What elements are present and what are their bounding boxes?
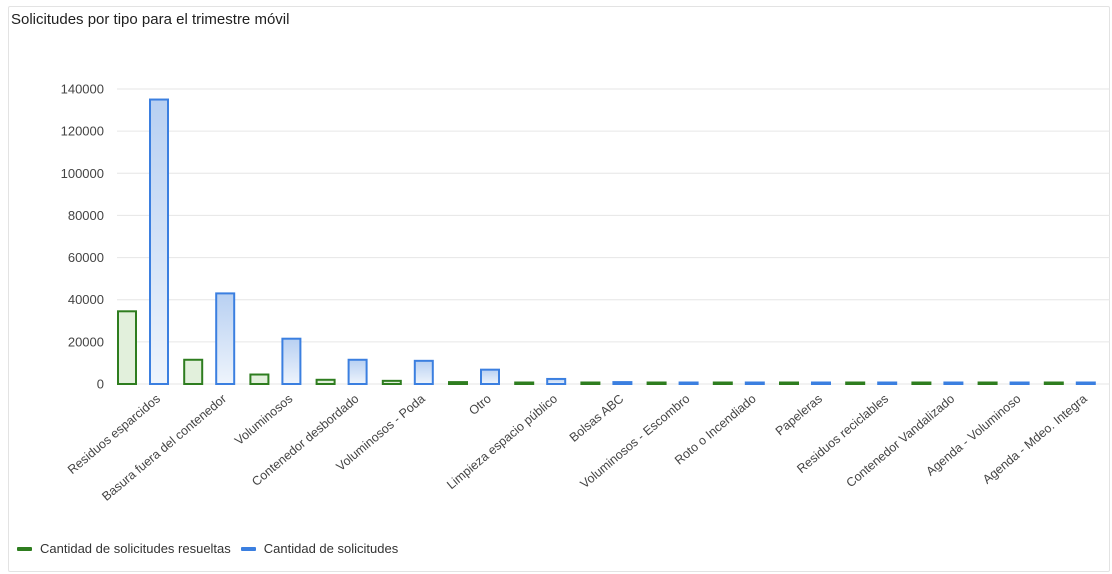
bar-resolved[interactable] [780, 383, 798, 385]
bar-resolved[interactable] [581, 383, 599, 385]
x-tick-label: Voluminosos [232, 392, 295, 448]
legend-swatch-resolved [17, 547, 32, 551]
bar-total[interactable] [613, 382, 631, 384]
bar-total[interactable] [1011, 383, 1029, 385]
y-tick-label: 100000 [61, 166, 104, 181]
bar-total[interactable] [547, 379, 565, 384]
y-tick-label: 0 [97, 377, 104, 392]
bar-resolved[interactable] [1045, 383, 1063, 385]
legend-label-total: Cantidad de solicitudes [264, 541, 398, 556]
bar-total[interactable] [680, 383, 698, 385]
y-tick-label: 60000 [68, 250, 104, 265]
y-tick-label: 20000 [68, 334, 104, 349]
y-tick-label: 120000 [61, 124, 104, 139]
legend: Cantidad de solicitudes resueltas Cantid… [17, 541, 408, 556]
x-tick-label: Basura fuera del contenedor [99, 392, 229, 504]
bar-total[interactable] [812, 383, 830, 385]
y-tick-label: 80000 [68, 208, 104, 223]
y-tick-label: 140000 [61, 82, 104, 97]
bar-total[interactable] [746, 383, 764, 385]
bar-resolved[interactable] [912, 383, 930, 385]
bar-resolved[interactable] [846, 383, 864, 385]
bar-total[interactable] [216, 293, 234, 384]
x-tick-label: Voluminosos - Escombro [578, 392, 693, 492]
bar-total[interactable] [481, 370, 499, 384]
bar-total[interactable] [282, 339, 300, 384]
bar-resolved[interactable] [383, 381, 401, 384]
bar-resolved[interactable] [979, 383, 997, 385]
bar-resolved[interactable] [250, 375, 268, 384]
x-tick-label: Limpieza espacio público [444, 392, 560, 493]
bar-resolved[interactable] [118, 311, 136, 384]
bar-resolved[interactable] [317, 380, 335, 384]
legend-swatch-total [241, 547, 256, 551]
bars [118, 100, 1095, 384]
x-tick-label: Otro [466, 392, 494, 418]
bar-resolved[interactable] [648, 383, 666, 385]
x-tick-label: Contenedor desbordado [249, 392, 361, 489]
y-axis-ticks: 0 20000 40000 60000 80000 100000 120000 140000 [61, 82, 104, 392]
bar-resolved[interactable] [515, 383, 533, 385]
legend-item-resolved[interactable]: Cantidad de solicitudes resueltas [17, 541, 231, 556]
bar-resolved[interactable] [449, 382, 467, 384]
x-tick-label: Bolsas ABC [567, 392, 627, 445]
bar-total[interactable] [944, 383, 962, 385]
bar-total[interactable] [150, 100, 168, 384]
y-tick-label: 40000 [68, 292, 104, 307]
bar-total[interactable] [1077, 383, 1095, 385]
bar-total[interactable] [878, 383, 896, 385]
x-tick-label: Papeleras [773, 392, 825, 439]
x-tick-label: Contenedor Vandalizado [844, 392, 958, 491]
grid-lines [117, 89, 1110, 384]
bar-total[interactable] [415, 361, 433, 384]
bar-resolved[interactable] [184, 360, 202, 384]
bar-total[interactable] [349, 360, 367, 384]
legend-item-total[interactable]: Cantidad de solicitudes [241, 541, 398, 556]
legend-label-resolved: Cantidad de solicitudes resueltas [40, 541, 231, 556]
bar-resolved[interactable] [714, 383, 732, 385]
